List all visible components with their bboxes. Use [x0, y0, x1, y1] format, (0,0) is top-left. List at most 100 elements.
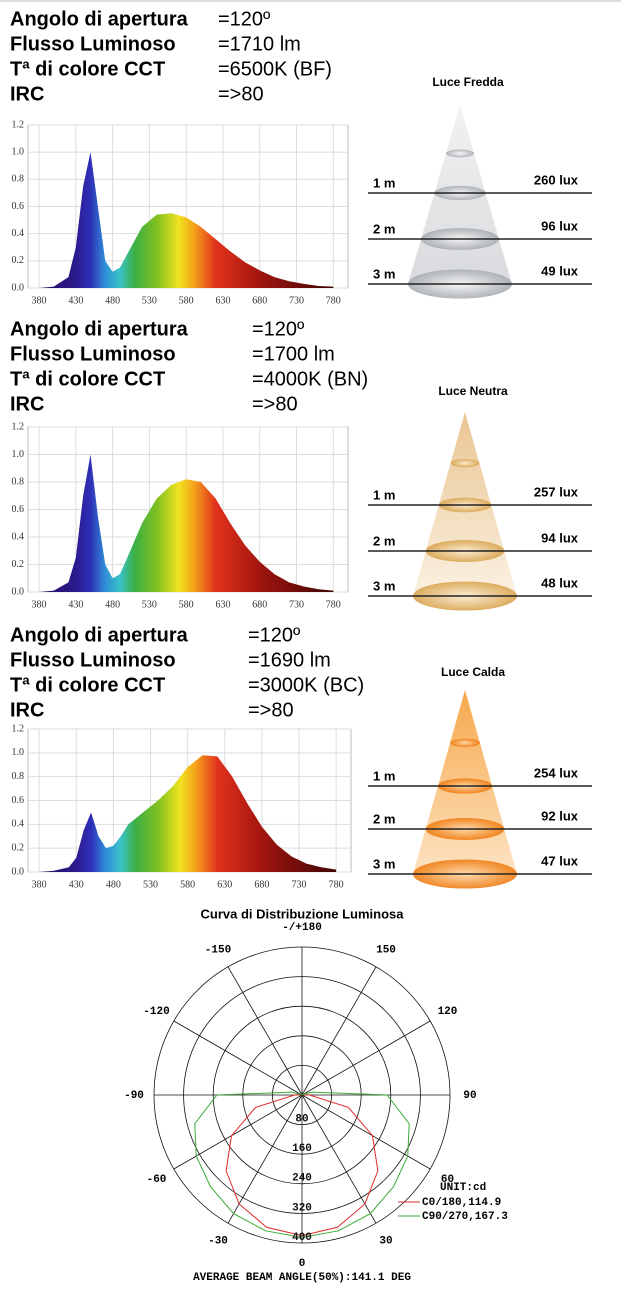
spec-value: =1700 lm [252, 343, 335, 365]
radial-label: 160 [292, 1143, 312, 1155]
distance: 1 m [373, 768, 395, 783]
spec-value: =120º [252, 318, 305, 340]
x-tick-label: 630 [215, 295, 230, 306]
unit-label: UNIT:cd [440, 1182, 486, 1194]
polar-title: Curva di Distribuzione Luminosa [201, 906, 405, 921]
spec-label: Angolo di apertura [10, 8, 189, 30]
radial-label: 400 [292, 1232, 312, 1244]
cone-title: Luce Fredda [432, 75, 504, 89]
y-tick-label: 0.4 [12, 819, 25, 830]
spec-value: =120º [218, 8, 271, 30]
spec-value: =1710 lm [218, 33, 301, 55]
footer: AVERAGE BEAM ANGLE(50%):141.1 DEG [193, 1272, 411, 1284]
x-tick-label: 680 [254, 879, 269, 890]
x-tick-label: 480 [105, 599, 120, 610]
spec-label: Tª di colore CCT [10, 674, 165, 696]
spec-value: =1690 lm [248, 649, 331, 671]
x-tick-label: 430 [68, 599, 83, 610]
lux: 96 lux [541, 218, 579, 233]
x-tick-label: 530 [143, 879, 158, 890]
spec-label: Tª di colore CCT [10, 368, 165, 390]
distance: 1 m [373, 175, 395, 190]
angle-label: -60 [147, 1174, 167, 1186]
y-tick-label: 1.2 [12, 723, 25, 734]
polar-spoke [301, 1020, 431, 1096]
lux: 47 lux [541, 853, 579, 868]
x-tick-label: 730 [289, 295, 304, 306]
spec-value: =>80 [218, 83, 264, 105]
legend-label: C90/270,167.3 [422, 1211, 508, 1223]
spec-value: =4000K (BN) [252, 368, 368, 390]
polar-spoke [227, 966, 303, 1096]
y-tick-label: 1.2 [12, 119, 25, 130]
spec-value: =120º [248, 624, 301, 646]
angle-label: 60 [441, 1174, 454, 1186]
angle-label: -120 [143, 1006, 169, 1018]
x-tick-label: 580 [180, 879, 195, 890]
angle-label: 150 [376, 944, 396, 956]
spec-label: Angolo di apertura [10, 624, 189, 646]
spec-label: Tª di colore CCT [10, 58, 165, 80]
angle-label: 30 [379, 1235, 392, 1247]
spec-label: IRC [10, 83, 44, 105]
y-tick-label: 1.0 [12, 146, 25, 157]
lux: 260 lux [534, 172, 579, 187]
y-tick-label: 0.8 [12, 476, 25, 487]
distance: 3 m [373, 856, 395, 871]
x-tick-label: 530 [142, 295, 157, 306]
x-tick-label: 580 [179, 295, 194, 306]
legend-label: C0/180,114.9 [422, 1197, 501, 1209]
polar-spoke [227, 1094, 303, 1224]
x-tick-label: 730 [289, 599, 304, 610]
y-tick-label: 0.6 [12, 504, 25, 515]
angle-label: 90 [463, 1090, 476, 1102]
cone-ring [450, 738, 480, 747]
y-tick-label: 1.0 [12, 449, 25, 460]
cone-ring [450, 459, 480, 468]
spec-label: Flusso Luminoso [10, 343, 176, 365]
distance: 3 m [373, 578, 395, 593]
x-tick-label: 780 [326, 599, 341, 610]
cone-ring [445, 149, 475, 158]
y-tick-label: 0.0 [12, 866, 25, 877]
x-tick-label: 580 [179, 599, 194, 610]
spec-value: =6500K (BF) [218, 58, 332, 80]
spec-label: IRC [10, 699, 44, 721]
angle-label: -30 [208, 1235, 228, 1247]
x-tick-label: 380 [32, 599, 47, 610]
spec-value: =>80 [248, 699, 294, 721]
lux: 48 lux [541, 575, 579, 590]
spec-value: =3000K (BC) [248, 674, 364, 696]
x-tick-label: 480 [105, 295, 120, 306]
cone-title: Luce Calda [441, 665, 505, 679]
x-tick-label: 730 [292, 879, 307, 890]
y-tick-label: 0.8 [12, 771, 25, 782]
spec-label: Flusso Luminoso [10, 649, 176, 671]
radial-label: 240 [292, 1173, 312, 1185]
spec-label: Flusso Luminoso [10, 33, 176, 55]
radial-label: 320 [292, 1202, 312, 1214]
angle-label: 120 [438, 1006, 458, 1018]
y-tick-label: 0.0 [12, 586, 25, 597]
x-tick-label: 630 [215, 599, 230, 610]
polar-curve [194, 1091, 410, 1238]
x-tick-label: 530 [142, 599, 157, 610]
angle-label: -90 [124, 1090, 144, 1102]
y-tick-label: 0.2 [12, 559, 25, 570]
x-tick-label: 380 [32, 879, 47, 890]
y-tick-label: 0.2 [12, 842, 25, 853]
x-tick-label: 430 [69, 879, 84, 890]
x-tick-label: 380 [32, 295, 47, 306]
distance: 3 m [373, 266, 395, 281]
y-tick-label: 0.4 [12, 228, 25, 239]
angle-label: -/+180 [282, 922, 322, 934]
lux: 94 lux [541, 530, 579, 545]
polar-spoke [301, 1094, 377, 1224]
spectrum-area [39, 152, 334, 288]
polar-spoke [301, 1094, 431, 1170]
y-tick-label: 0.2 [12, 255, 25, 266]
x-tick-label: 680 [252, 295, 267, 306]
y-tick-label: 0.0 [12, 282, 25, 293]
polar-spoke [301, 966, 377, 1096]
